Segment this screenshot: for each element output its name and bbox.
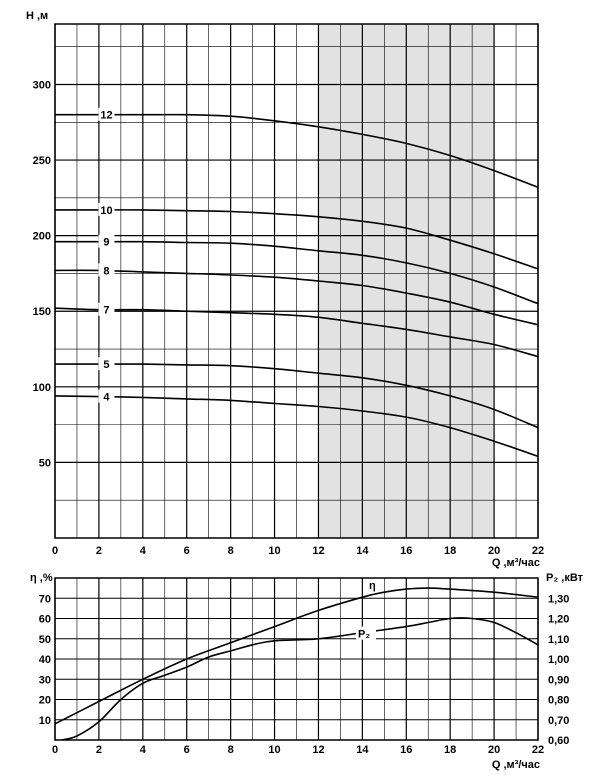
- curve-label-8: 8: [103, 265, 109, 277]
- y-axis-label: H ,м: [26, 10, 48, 22]
- y-right-tick-label: 1,10: [548, 634, 569, 646]
- x-tick-label: 10: [268, 744, 280, 756]
- x-tick-label: 18: [444, 744, 456, 756]
- y-right-tick-label: 0,90: [548, 674, 569, 686]
- x-tick-label: 20: [488, 744, 500, 756]
- y-right-tick-label: 0,70: [548, 715, 569, 727]
- head-curve-7: [54, 307, 539, 358]
- y-tick-label: 10: [39, 715, 51, 727]
- curve-label-background: [98, 202, 115, 216]
- y-tick-label: 50: [39, 634, 51, 646]
- x-tick-label: 4: [140, 744, 147, 756]
- curve-label-12: 12: [100, 110, 112, 122]
- x-tick-label: 0: [52, 744, 58, 756]
- x-tick-label: 18: [444, 545, 456, 557]
- x-tick-label: 16: [400, 545, 412, 557]
- y-tick-label: 150: [33, 306, 51, 318]
- series-curve-power: [61, 617, 539, 741]
- x-tick-label: 8: [228, 545, 234, 557]
- x-tick-label: 14: [356, 545, 369, 557]
- curve-label-10: 10: [100, 205, 112, 217]
- y-right-tick-label: 1,20: [548, 614, 569, 626]
- plot-frame: [54, 23, 539, 539]
- x-tick-label: 2: [96, 545, 102, 557]
- x-tick-label: 0: [52, 545, 58, 557]
- curve-label-background: [355, 626, 376, 640]
- curve-label-4: 4: [103, 392, 110, 404]
- y-tick-label: 20: [39, 695, 51, 707]
- curve-label-background: [98, 357, 115, 371]
- x-tick-label: 10: [268, 545, 280, 557]
- curve-label-9: 9: [103, 237, 109, 249]
- x-tick-label: 4: [140, 545, 147, 557]
- head-curve-10: [55, 209, 539, 270]
- curve-label-background: [98, 302, 115, 316]
- y-tick-label: 70: [39, 593, 51, 605]
- y-tick-label: 40: [39, 654, 51, 666]
- y-right-tick-label: 1,00: [548, 654, 569, 666]
- efficiency-curve-label: η: [369, 580, 376, 592]
- y-right-axis-label: P₂ ,кВт: [546, 572, 584, 584]
- y-tick-label: 200: [33, 231, 51, 243]
- head-curve-8: [54, 269, 539, 326]
- curve-label-background: [98, 234, 115, 248]
- curve-label-5: 5: [103, 359, 109, 371]
- y-right-tick-label: 1,30: [548, 593, 569, 605]
- curve-label-background: [98, 389, 115, 403]
- curve-label-7: 7: [103, 305, 109, 317]
- y-tick-label: 100: [33, 382, 51, 394]
- x-tick-label: 6: [184, 744, 190, 756]
- x-tick-label: 12: [312, 744, 324, 756]
- x-tick-label: 22: [532, 744, 544, 756]
- y-right-tick-label: 0,60: [548, 735, 569, 747]
- curve-label-background: [98, 263, 115, 277]
- x-tick-label: 8: [228, 744, 234, 756]
- head-chart: 0 2 4 6 8 10 12 14 16 18 20 22 50 100 150 200 250 300 H ,м…: [26, 10, 544, 569]
- power-curve-label: P₂: [358, 629, 370, 641]
- x-tick-label: 2: [96, 744, 102, 756]
- head-curve-4: [54, 395, 539, 458]
- y-tick-label: 30: [39, 674, 51, 686]
- plot-frame: [54, 577, 539, 741]
- x-tick-label: 14: [356, 744, 369, 756]
- x-tick-label: 6: [184, 545, 190, 557]
- y-right-tick-label: 0,80: [548, 695, 569, 707]
- head-curve-9: [55, 240, 539, 305]
- efficiency-power-chart: 0 2 4 6 8 10 12 14 16 18 20 22 10 20 30 40 50 60 70 0,60 0,7…: [30, 572, 584, 771]
- x-tick-label: 16: [400, 744, 412, 756]
- y-axis-label: η ,%: [30, 572, 53, 584]
- y-tick-label: 60: [39, 614, 51, 626]
- x-axis-label: Q ,м³/час: [492, 557, 540, 569]
- curve-label-background: [98, 107, 115, 121]
- x-tick-label: 12: [312, 545, 324, 557]
- y-tick-label: 50: [39, 457, 51, 469]
- y-tick-label: 250: [33, 155, 51, 167]
- series-curve-efficiency: [54, 587, 539, 725]
- head-curve-5: [55, 363, 539, 429]
- x-axis-label: Q ,м³/час: [492, 759, 540, 771]
- x-tick-label: 22: [532, 545, 544, 557]
- x-tick-label: 20: [488, 545, 500, 557]
- head-curve-12: [55, 113, 539, 189]
- y-tick-label: 300: [33, 79, 51, 91]
